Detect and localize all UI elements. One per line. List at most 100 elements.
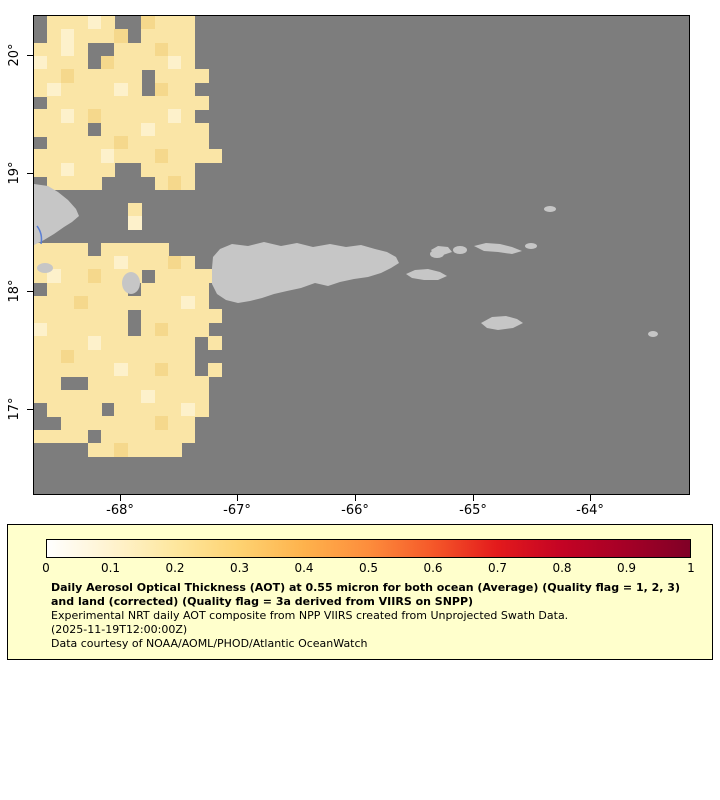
aot-cell <box>141 336 156 351</box>
aot-cell <box>60 69 75 84</box>
aot-cell <box>74 136 89 150</box>
aot-cell <box>47 376 62 391</box>
aot-cell <box>34 82 48 97</box>
aot-cell <box>194 96 209 110</box>
aot-cell <box>168 176 182 191</box>
aot-cell <box>47 296 62 311</box>
aot-cell <box>47 269 62 284</box>
aot-cell <box>141 349 156 364</box>
aot-cell <box>74 296 89 311</box>
aot-cell <box>127 442 142 457</box>
aot-cell <box>47 56 62 70</box>
aot-cell <box>127 216 142 231</box>
river-line <box>36 225 43 245</box>
aot-cell <box>127 242 142 257</box>
small-east-island <box>648 331 658 337</box>
aot-cell <box>194 269 209 284</box>
aot-cell <box>60 282 75 297</box>
aot-cell <box>60 256 75 271</box>
aot-cell <box>114 336 129 351</box>
aot-cell <box>47 389 62 404</box>
aot-cell <box>114 416 129 431</box>
aot-cell <box>34 349 48 364</box>
aot-cell <box>60 82 75 97</box>
aot-cell <box>114 389 129 404</box>
aot-cell <box>168 349 182 364</box>
aot-cell <box>141 56 156 70</box>
aot-cell <box>181 296 196 311</box>
aot-cell <box>87 16 102 30</box>
aot-cell <box>34 389 48 404</box>
aot-cell <box>114 82 129 97</box>
aot-cell <box>47 282 62 297</box>
aot-cell <box>141 442 156 457</box>
aot-cell <box>34 149 48 164</box>
aot-cell <box>181 162 196 177</box>
aot-cell <box>47 149 62 164</box>
aot-cell <box>127 402 142 417</box>
longitude-tick-label: -64° <box>576 503 604 518</box>
colorbar-scale: 0 0.1 0.2 0.3 0.4 0.5 0.6 0.7 0.8 0.9 1 <box>42 561 695 576</box>
aot-cell <box>60 149 75 164</box>
aot-cell <box>168 29 182 44</box>
aot-cell <box>87 162 102 177</box>
aot-cell <box>60 29 75 44</box>
aot-cell <box>47 16 62 30</box>
aot-cell <box>181 416 196 431</box>
aot-cell <box>154 296 169 311</box>
aot-cell <box>168 149 182 164</box>
aot-cell <box>127 69 142 84</box>
aot-cell <box>60 176 75 191</box>
aot-cell <box>168 442 182 457</box>
saona-island <box>37 263 53 273</box>
aot-cell <box>47 82 62 97</box>
aot-cell <box>141 296 156 311</box>
aot-cell <box>141 162 156 177</box>
aot-cell <box>101 309 115 324</box>
aot-cell <box>154 309 169 324</box>
islands-layer <box>34 184 658 337</box>
vieques-island <box>406 269 447 280</box>
aot-cell <box>47 336 62 351</box>
aot-cell <box>168 336 182 351</box>
aot-cell <box>60 416 75 431</box>
aot-grid <box>34 16 689 494</box>
aot-cell <box>101 122 115 137</box>
aot-cell <box>154 162 169 177</box>
aot-cell <box>181 429 196 444</box>
aot-cell <box>154 42 169 57</box>
aot-cell <box>127 122 142 137</box>
colorbar-scale-label: 0.5 <box>358 561 379 575</box>
aot-cell <box>114 122 129 137</box>
aot-cell <box>141 136 156 150</box>
aot-cell <box>34 242 48 257</box>
aot-cell <box>101 82 115 97</box>
colorbar <box>46 539 691 558</box>
aot-cell <box>181 389 196 404</box>
aot-cell <box>74 149 89 164</box>
aot-cell <box>181 336 196 351</box>
aot-cell <box>114 296 129 311</box>
aot-cell <box>154 69 169 84</box>
longitude-tick-label: -66° <box>341 503 369 518</box>
aot-cell <box>127 109 142 124</box>
st-croix-island <box>481 316 523 330</box>
aot-cell <box>47 429 62 444</box>
aot-cell <box>168 389 182 404</box>
aot-cell <box>154 96 169 110</box>
aot-cell <box>154 176 169 191</box>
aot-cell <box>154 269 169 284</box>
latitude-tick-label: 20° <box>7 43 22 67</box>
aot-cell <box>154 256 169 271</box>
aot-cell <box>74 16 89 30</box>
aot-cell <box>34 69 48 84</box>
tortola-island <box>474 243 522 254</box>
aot-cell <box>181 256 196 271</box>
aot-cell <box>47 242 62 257</box>
latitude-tick-label: 19° <box>7 161 22 185</box>
aot-cell <box>181 176 196 191</box>
aot-cell <box>101 109 115 124</box>
aot-cell <box>127 96 142 110</box>
aot-cell <box>60 322 75 337</box>
aot-cell <box>74 362 89 377</box>
